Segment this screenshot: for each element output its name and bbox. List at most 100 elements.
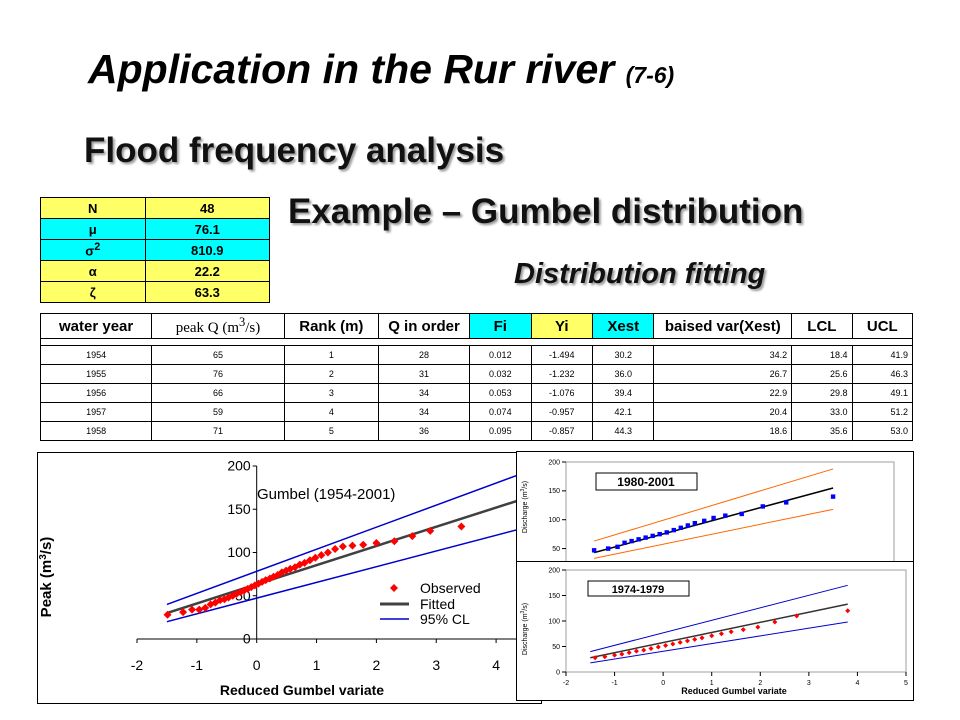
- table-cell: 1958: [39, 421, 153, 441]
- table-spacer: [40, 338, 913, 346]
- observed-point: [633, 648, 639, 654]
- small-chart-1974-1979: Discharge (m3/s) Reduced Gumbel variate …: [516, 561, 914, 701]
- param-value: 48: [144, 197, 270, 219]
- table-cell: 1956: [39, 383, 153, 403]
- observed-point: [650, 533, 655, 539]
- subtitle-gumbel-example: Example – Gumbel distribution: [288, 192, 804, 231]
- observed-point: [195, 605, 204, 614]
- x-tick-label: 0: [661, 680, 665, 687]
- lower-confidence-line: [590, 621, 848, 664]
- x-tick-label: 1: [710, 680, 714, 687]
- observed-point: [718, 631, 724, 637]
- observed-point: [390, 537, 399, 546]
- observed-point: [702, 518, 707, 524]
- table-cell: 39.4: [591, 383, 655, 403]
- param-label-sup: 2: [94, 241, 101, 254]
- small-1-title-box: [595, 472, 698, 491]
- observed-point: [641, 647, 647, 653]
- lower-confidence-line: [594, 508, 834, 559]
- observed-point: [671, 527, 676, 533]
- table-cell: 20.4: [653, 402, 793, 422]
- x-tick-label: 5: [904, 680, 908, 687]
- main-chart-title: Gumbel (1954-2001): [257, 486, 395, 503]
- x-tick-label: 2: [372, 657, 380, 673]
- observed-point: [317, 551, 326, 560]
- small-2-ylabel-end: /s): [522, 603, 529, 611]
- y-tick-label: 200: [227, 458, 251, 474]
- y-tick-label: 50: [552, 546, 560, 553]
- observed-point: [612, 652, 618, 658]
- observed-point: [622, 540, 627, 545]
- param-row-mu: μ 76.1: [40, 218, 270, 240]
- param-label: N: [40, 197, 146, 219]
- x-tick-label: -2: [563, 680, 569, 687]
- ylabel-sup: 3: [38, 554, 49, 560]
- subtitle-distribution-fitting: Distribution fitting: [514, 258, 766, 290]
- table-cell: 42.1: [591, 402, 655, 422]
- legend-observed-label: Observed: [420, 580, 481, 596]
- slide-title: Application in the Rur river (7-6): [88, 46, 674, 93]
- param-label: ζ: [40, 281, 146, 303]
- header-peak-q: peak Q (m3/s): [151, 313, 285, 339]
- table-cell: 41.9: [851, 345, 914, 365]
- observed-point: [723, 513, 728, 518]
- observed-point: [684, 638, 690, 644]
- observed-point: [711, 515, 716, 521]
- observed-point: [845, 608, 851, 614]
- legend-fitted-label: Fitted: [420, 596, 455, 612]
- header-fi: Fi: [469, 313, 532, 339]
- legend-observed-marker: [390, 584, 398, 592]
- observed-point: [408, 532, 417, 541]
- table-cell: 2: [283, 364, 379, 384]
- observed-point: [372, 538, 381, 547]
- table-cell: 18.4: [791, 345, 853, 365]
- observed-point: [760, 504, 765, 509]
- ylabel-end: /s): [38, 537, 55, 555]
- table-cell: 66: [151, 383, 285, 403]
- table-cell: 1957: [39, 402, 153, 422]
- table-body: 1954 65 1 28 0.012 -1.494 30.2 34.2 18.4 41.9 1955…: [39, 345, 914, 441]
- small-2-ylabel-sup: 3: [520, 610, 526, 613]
- x-tick-label: -2: [131, 657, 144, 673]
- observed-point: [772, 619, 778, 625]
- observed-point: [709, 633, 715, 639]
- table-cell: 51.2: [851, 402, 914, 422]
- observed-point: [591, 548, 597, 553]
- table-cell: -0.857: [530, 421, 594, 441]
- observed-point: [359, 540, 368, 549]
- x-tick-label: 4: [855, 680, 859, 687]
- observed-point: [663, 642, 669, 648]
- table-row: 1958 71 5 36 0.095 -0.857 44.3 18.6 35.6 53.0: [39, 421, 914, 441]
- observed-point: [636, 537, 641, 542]
- table-cell: 36: [377, 421, 471, 441]
- y-tick-label: 150: [227, 501, 251, 517]
- observed-point: [602, 654, 608, 660]
- fitting-table: water year peak Q (m3/s) Rank (m) Q in o…: [39, 313, 914, 441]
- small-1-ylabel-sup: 3: [520, 488, 526, 491]
- fitted-line: [166, 496, 527, 615]
- observed-point: [282, 566, 291, 575]
- table-cell: 31: [377, 364, 471, 384]
- table-cell: 46.3: [851, 364, 914, 384]
- title-text: Application in the Rur river: [88, 46, 615, 92]
- observed-point: [655, 644, 661, 650]
- observed-point: [739, 511, 744, 517]
- header-peak-q-end: /s): [245, 320, 261, 336]
- observed-point: [211, 598, 220, 607]
- observed-point: [247, 583, 256, 592]
- table-cell: 4: [283, 402, 379, 422]
- param-row-n: N 48: [40, 197, 270, 219]
- small-1-ylabel: Discharge (m3/s): [520, 481, 529, 533]
- param-label: σ2: [40, 239, 146, 261]
- small-1-ylabel-end: /s): [522, 481, 529, 489]
- observed-point: [188, 605, 197, 614]
- main-gumbel-chart: Peak (m3/s) Reduced Gumbel variate Gumbe…: [37, 452, 542, 704]
- header-biased-var: baised var(Xest): [653, 313, 793, 339]
- fitted-line: [593, 487, 834, 554]
- small-2-title: 1974-1979: [612, 584, 665, 596]
- main-xlabel: Reduced Gumbel variate: [220, 682, 384, 698]
- table-cell: 76: [151, 364, 285, 384]
- ylabel-text: Peak (m: [38, 560, 55, 618]
- y-tick-label: 200: [548, 567, 560, 574]
- observed-point: [615, 544, 620, 550]
